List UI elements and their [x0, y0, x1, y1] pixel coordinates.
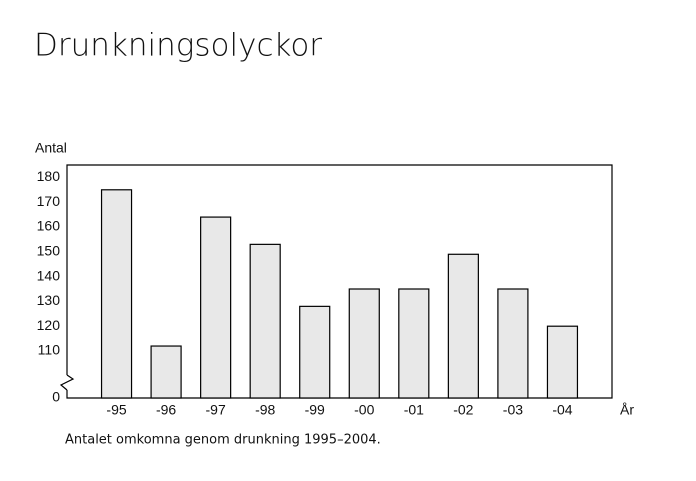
x-axis-label: År — [620, 402, 634, 418]
y-tick-label: 160 — [37, 218, 61, 234]
x-tick-label: -03 — [503, 402, 523, 418]
x-tick-label: -00 — [354, 402, 374, 418]
x-tick-label: -95 — [106, 402, 126, 418]
bar — [150, 345, 182, 399]
bar — [497, 288, 529, 399]
axis-break — [59, 374, 75, 391]
x-tick-label: -04 — [552, 402, 572, 418]
y-tick-label: 110 — [38, 342, 61, 358]
y-tick-label: 170 — [37, 193, 61, 209]
y-tick-label: 130 — [37, 292, 61, 308]
y-tick-label: 120 — [37, 317, 61, 333]
x-tick-label: -99 — [305, 402, 325, 418]
x-tick-label: -97 — [206, 402, 226, 418]
chart-title: Drunkningsolyckor — [34, 28, 322, 64]
bar — [249, 243, 281, 399]
bar — [398, 288, 430, 399]
y-axis-label: Antal — [35, 140, 67, 156]
x-tick-label: -96 — [156, 402, 176, 418]
bar — [348, 288, 380, 399]
bar — [100, 189, 133, 399]
y-tick-label: 150 — [37, 243, 61, 259]
y-tick-label: 140 — [37, 267, 61, 283]
caption: Antalet omkomna genom drunkning 1995–200… — [65, 433, 381, 448]
y-tick-label: 0 — [52, 389, 60, 405]
x-tick-label: -98 — [255, 402, 275, 418]
y-tick-label: 180 — [37, 168, 61, 184]
bar — [200, 216, 232, 399]
x-tick-label: -02 — [453, 402, 473, 418]
bar — [299, 305, 331, 399]
x-tick-label: -01 — [404, 402, 424, 418]
bar — [546, 325, 579, 399]
plot-frame — [66, 164, 613, 399]
bar — [447, 253, 479, 399]
